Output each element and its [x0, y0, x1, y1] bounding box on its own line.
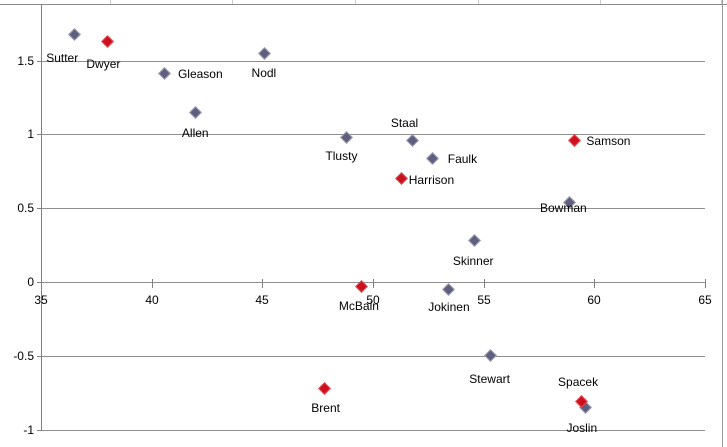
data-point-skinner-diamond-icon[interactable] [468, 234, 482, 248]
x-axis-tick [41, 279, 42, 288]
data-point-label-samson: Samson [586, 134, 631, 149]
data-point-label-harrison: Harrison [408, 172, 455, 187]
x-axis-tick-label: 55 [477, 293, 491, 307]
x-axis-tick [152, 279, 153, 288]
data-point-label-bowman: Bowman [539, 201, 587, 216]
gridline-y--0.5 [41, 356, 705, 357]
x-axis-tick [262, 279, 263, 288]
data-point-label-skinner: Skinner [452, 253, 494, 268]
x-axis-tick [373, 279, 374, 288]
data-point-harrison-diamond-icon[interactable] [395, 172, 409, 186]
data-point-jokinen-diamond-icon[interactable] [441, 283, 455, 296]
y-axis-tick [37, 134, 41, 135]
data-point-label-joslin: Joslin [566, 421, 598, 436]
top-tick-mark [232, 0, 233, 4]
y-axis-tick-label: 1.5 [17, 54, 34, 68]
data-point-faulk-diamond-icon[interactable] [426, 151, 440, 165]
data-point-gleason-diamond-icon[interactable] [158, 67, 172, 81]
top-tick-mark [721, 0, 722, 4]
data-point-label-staal: Staal [390, 116, 419, 131]
data-point-sutter-diamond-icon[interactable] [67, 27, 81, 41]
data-point-label-gleason: Gleason [177, 66, 223, 81]
y-axis-tick-label: 0.5 [17, 201, 34, 215]
data-point-label-mcbain: McBain [338, 299, 379, 314]
data-point-stewart-diamond-icon[interactable] [483, 349, 497, 363]
x-axis-tick [484, 279, 485, 288]
data-point-label-allen: Allen [181, 126, 209, 141]
y-axis-tick-label: -0.5 [13, 349, 34, 363]
y-axis-tick [37, 208, 41, 209]
data-point-label-brent: Brent [311, 401, 340, 416]
x-axis-tick-label: 45 [255, 293, 269, 307]
gridline-y--1 [41, 430, 705, 431]
gridline-y-1.5 [41, 61, 705, 62]
x-axis-tick-label: 50 [366, 293, 380, 307]
x-axis-tick [705, 279, 706, 288]
y-axis-tick [37, 282, 41, 283]
data-point-label-tlusty: Tlusty [325, 149, 358, 164]
x-axis-tick-label: 65 [698, 293, 712, 307]
top-tick-mark [600, 0, 601, 4]
data-point-staal-diamond-icon[interactable] [406, 133, 420, 147]
data-point-brent-diamond-icon[interactable] [317, 381, 331, 395]
data-point-dwyer-diamond-icon[interactable] [101, 35, 114, 48]
data-point-label-spacek: Spacek [558, 374, 599, 389]
top-tick-mark [355, 0, 356, 4]
y-axis-tick [37, 356, 41, 357]
y-axis-tick-label: 0 [27, 275, 34, 289]
data-point-label-nodl: Nodl [251, 66, 277, 81]
chart-top-border [0, 4, 727, 5]
y-axis-tick [37, 430, 41, 431]
gridline-y-0.5 [41, 208, 705, 209]
y-axis-tick-label: 1 [27, 127, 34, 141]
x-axis-tick [594, 279, 595, 288]
data-point-tlusty-diamond-icon[interactable] [340, 130, 353, 144]
top-tick-mark [110, 0, 111, 4]
data-point-label-dwyer: Dwyer [86, 57, 121, 72]
x-axis-tick-label: 40 [145, 293, 159, 307]
y-axis-tick-label: -1 [23, 423, 34, 437]
y-axis-tick [37, 61, 41, 62]
data-point-allen-diamond-icon[interactable] [189, 105, 203, 119]
chart-right-border [722, 0, 723, 447]
x-axis-tick-label: 35 [34, 293, 48, 307]
top-tick-mark [478, 0, 479, 4]
data-point-samson-diamond-icon[interactable] [568, 133, 581, 147]
data-point-label-faulk: Faulk [447, 152, 478, 167]
data-point-label-sutter: Sutter [46, 51, 79, 66]
data-point-label-jokinen: Jokinen [428, 300, 470, 315]
data-point-label-stewart: Stewart [469, 371, 510, 386]
y-axis-line [41, 4, 42, 431]
data-point-nodl-diamond-icon[interactable] [258, 46, 271, 60]
gridline-y-1 [41, 134, 705, 135]
x-axis-tick-label: 60 [587, 293, 601, 307]
